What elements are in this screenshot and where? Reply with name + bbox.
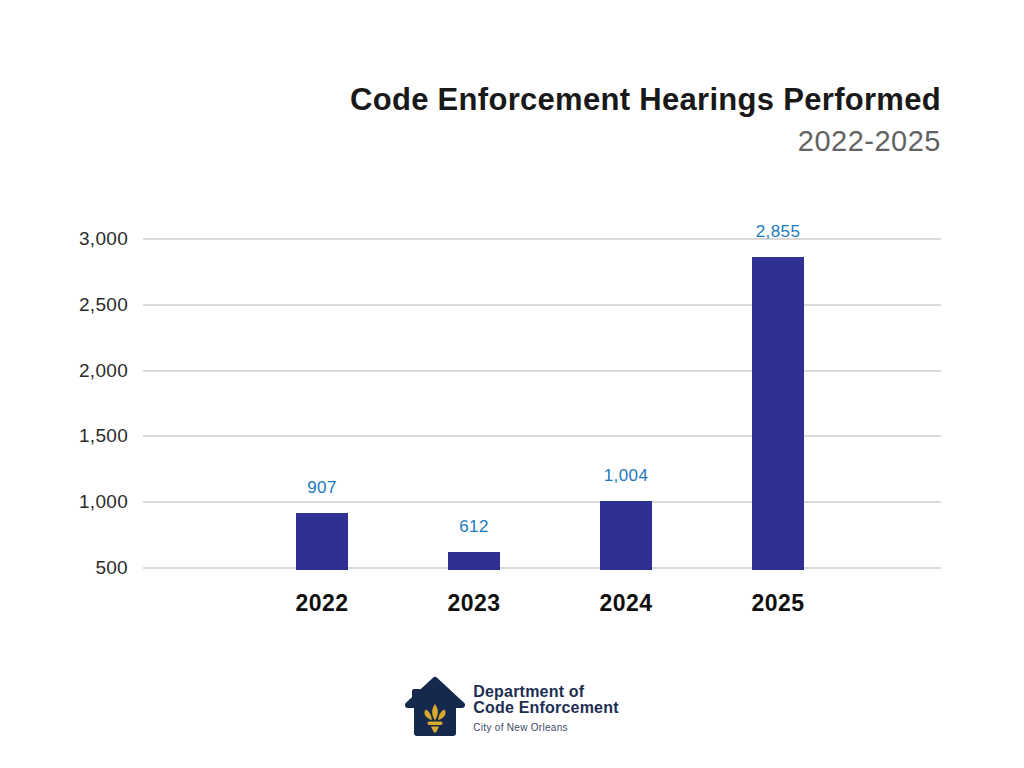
x-axis-label-2022: 2022: [252, 590, 392, 617]
chart-canvas: Code Enforcement Hearings Performed 2022…: [0, 0, 1024, 768]
x-axis-label-2023: 2023: [404, 590, 544, 617]
gridline-2,500: [143, 304, 941, 306]
bar-value-label: 612: [414, 517, 534, 537]
bar-value-label: 907: [262, 478, 382, 498]
bar-value-label: 1,004: [566, 466, 686, 486]
y-tick-label: 500: [58, 557, 128, 579]
org-name-line2: Code Enforcement: [473, 700, 618, 716]
chart-title: Code Enforcement Hearings Performed: [350, 82, 941, 118]
house-fleur-de-lis-icon: [405, 676, 465, 738]
org-subtitle: City of New Orleans: [473, 722, 618, 733]
y-tick-label: 2,000: [58, 360, 128, 382]
bar-2025: [752, 257, 804, 570]
y-tick-label: 1,000: [58, 491, 128, 513]
gridline-1,500: [143, 435, 941, 437]
chart-header: Code Enforcement Hearings Performed 2022…: [350, 82, 941, 158]
footer-text: Department of Code Enforcement City of N…: [473, 676, 618, 733]
chart-subtitle: 2022-2025: [350, 124, 941, 158]
bar-chart-plot: 5001,0001,5002,0002,5003,000907202261220…: [143, 238, 941, 628]
gridline-1,000: [143, 501, 941, 503]
bar-2022: [296, 513, 348, 570]
org-name-line1: Department of: [473, 684, 618, 700]
y-tick-label: 3,000: [58, 228, 128, 250]
bar-2024: [600, 501, 652, 570]
x-axis-label-2025: 2025: [708, 590, 848, 617]
gridline-500: [143, 567, 941, 569]
gridline-2,000: [143, 370, 941, 372]
y-tick-label: 2,500: [58, 294, 128, 316]
bar-2023: [448, 552, 500, 570]
x-axis-label-2024: 2024: [556, 590, 696, 617]
bar-value-label: 2,855: [718, 222, 838, 242]
y-tick-label: 1,500: [58, 425, 128, 447]
footer-logo: Department of Code Enforcement City of N…: [0, 676, 1024, 738]
